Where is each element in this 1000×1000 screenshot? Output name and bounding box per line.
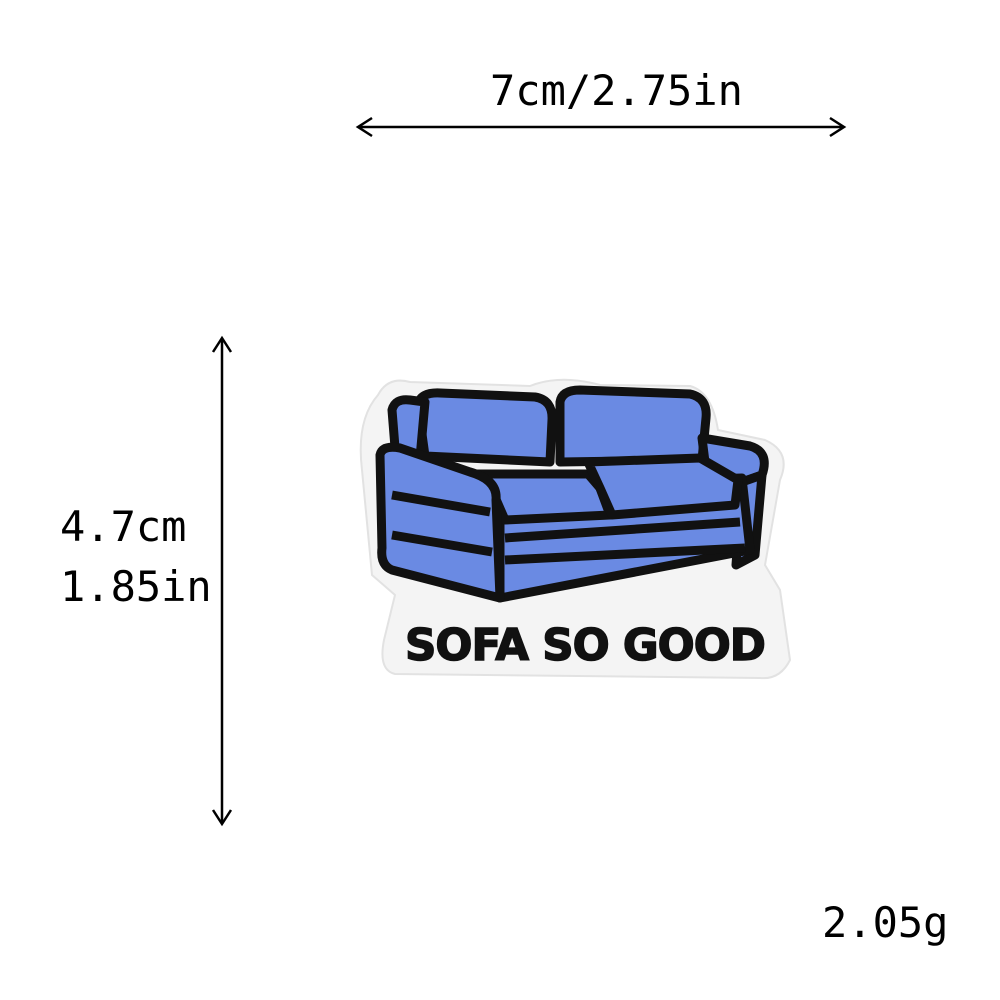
- height-cm-label: 4.7cm: [60, 502, 187, 551]
- height-arrow: [211, 335, 233, 827]
- weight-label: 2.05g: [822, 898, 949, 947]
- width-dimension-label: 7cm/2.75in: [490, 66, 743, 115]
- patch-embroidered-text: SOFA SO GOOD: [405, 620, 765, 671]
- sofa-patch: SOFA SO GOOD: [359, 378, 792, 680]
- height-in-label: 1.85in: [60, 562, 212, 611]
- sofa-icon: [375, 385, 769, 603]
- width-arrow: [355, 116, 847, 138]
